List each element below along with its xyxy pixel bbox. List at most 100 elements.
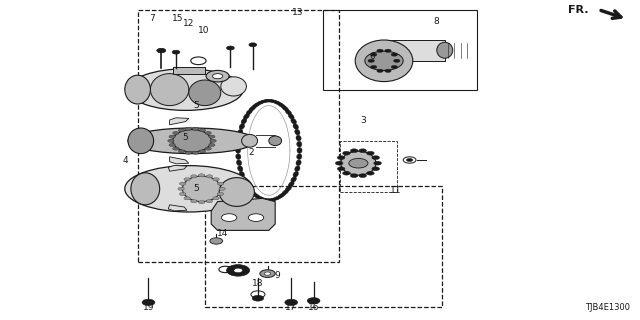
Ellipse shape <box>265 198 276 201</box>
Circle shape <box>372 167 380 171</box>
Circle shape <box>368 59 374 62</box>
Ellipse shape <box>241 177 247 182</box>
Ellipse shape <box>296 160 301 166</box>
Text: 1: 1 <box>242 266 247 275</box>
Ellipse shape <box>295 166 300 172</box>
Ellipse shape <box>261 198 273 201</box>
Circle shape <box>342 151 350 155</box>
Circle shape <box>184 197 190 200</box>
Ellipse shape <box>255 101 264 106</box>
Text: FR.: FR. <box>568 4 589 15</box>
Text: 18: 18 <box>252 279 264 288</box>
Circle shape <box>200 150 206 153</box>
Circle shape <box>179 182 186 185</box>
Circle shape <box>260 270 275 277</box>
Ellipse shape <box>239 124 244 129</box>
Ellipse shape <box>297 141 302 147</box>
Text: 7: 7 <box>149 14 154 23</box>
Circle shape <box>198 201 205 204</box>
Circle shape <box>206 175 212 178</box>
Text: 12: 12 <box>226 266 237 275</box>
Circle shape <box>191 200 197 203</box>
Text: 11: 11 <box>390 186 401 195</box>
Circle shape <box>205 132 211 135</box>
Ellipse shape <box>189 80 221 106</box>
Text: 16: 16 <box>308 303 319 312</box>
Circle shape <box>212 74 223 79</box>
Circle shape <box>185 127 191 131</box>
Ellipse shape <box>291 177 296 182</box>
Ellipse shape <box>246 109 252 115</box>
Ellipse shape <box>296 135 301 141</box>
Text: 17: 17 <box>285 303 297 312</box>
Circle shape <box>307 298 320 304</box>
Ellipse shape <box>274 195 283 200</box>
Ellipse shape <box>219 178 255 206</box>
Ellipse shape <box>265 100 276 102</box>
Circle shape <box>377 69 383 72</box>
Ellipse shape <box>293 172 298 177</box>
Circle shape <box>185 151 191 154</box>
Ellipse shape <box>128 128 256 154</box>
Circle shape <box>252 295 264 301</box>
Ellipse shape <box>236 160 242 166</box>
Polygon shape <box>211 198 275 230</box>
Circle shape <box>359 149 367 153</box>
Circle shape <box>206 200 212 203</box>
Text: 5: 5 <box>183 133 188 142</box>
Circle shape <box>200 129 206 132</box>
Circle shape <box>367 151 374 155</box>
Circle shape <box>371 53 377 56</box>
Ellipse shape <box>131 173 159 205</box>
Ellipse shape <box>297 154 302 159</box>
Ellipse shape <box>282 106 289 111</box>
Circle shape <box>391 53 397 56</box>
Circle shape <box>157 48 166 53</box>
Circle shape <box>248 214 264 221</box>
Ellipse shape <box>237 129 243 135</box>
Circle shape <box>350 149 358 153</box>
Circle shape <box>193 151 199 154</box>
Circle shape <box>184 178 190 181</box>
Circle shape <box>349 158 368 168</box>
Circle shape <box>350 174 358 178</box>
Circle shape <box>210 139 216 142</box>
Circle shape <box>337 167 345 171</box>
Circle shape <box>178 187 184 190</box>
Circle shape <box>335 161 343 165</box>
Circle shape <box>209 135 215 138</box>
Circle shape <box>264 272 271 275</box>
Ellipse shape <box>255 195 264 200</box>
Circle shape <box>178 150 184 153</box>
Ellipse shape <box>182 176 221 202</box>
Circle shape <box>209 143 215 147</box>
Ellipse shape <box>252 103 260 108</box>
Circle shape <box>169 135 175 138</box>
Circle shape <box>179 192 186 196</box>
Ellipse shape <box>278 193 285 198</box>
Polygon shape <box>170 118 189 125</box>
Bar <box>173 67 205 74</box>
Ellipse shape <box>297 148 302 153</box>
Text: 14: 14 <box>217 229 228 238</box>
Ellipse shape <box>269 136 282 146</box>
Ellipse shape <box>236 141 241 147</box>
Text: 13: 13 <box>292 8 303 17</box>
Circle shape <box>213 178 220 181</box>
Ellipse shape <box>285 109 291 115</box>
Ellipse shape <box>261 100 273 102</box>
Ellipse shape <box>173 130 211 152</box>
Bar <box>323 10 477 90</box>
Ellipse shape <box>236 148 241 153</box>
Text: 5: 5 <box>193 184 198 193</box>
Circle shape <box>168 139 174 142</box>
Circle shape <box>191 175 197 178</box>
Ellipse shape <box>355 40 413 82</box>
Circle shape <box>372 156 380 160</box>
Ellipse shape <box>237 166 243 172</box>
Text: 10: 10 <box>198 26 209 35</box>
Bar <box>138 10 339 262</box>
Polygon shape <box>168 205 187 211</box>
Circle shape <box>342 171 350 175</box>
Text: 15: 15 <box>172 14 184 23</box>
